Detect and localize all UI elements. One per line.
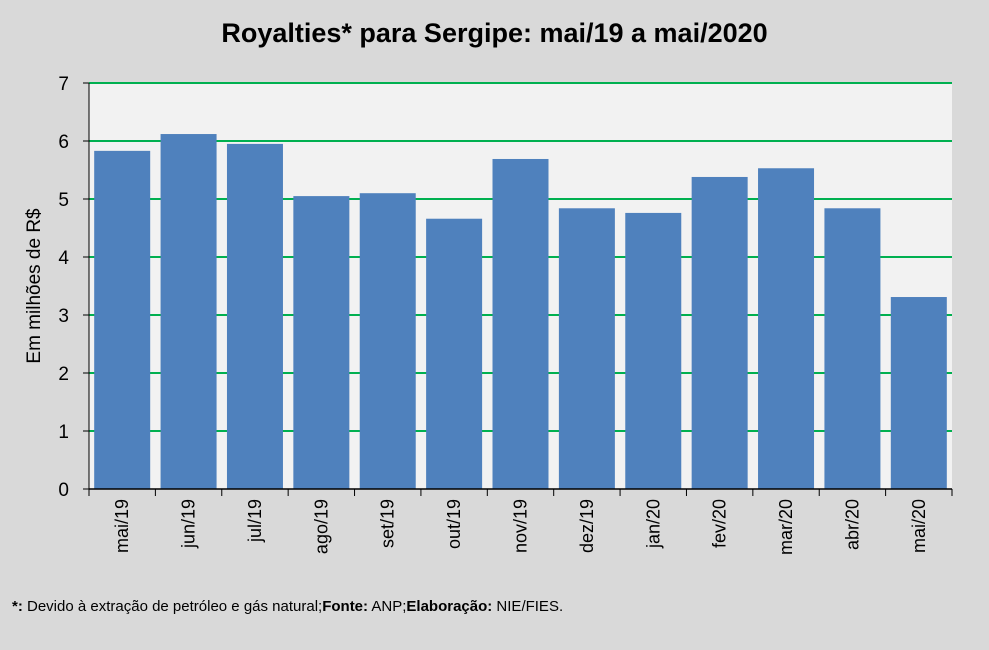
chart-title: Royalties* para Sergipe: mai/19 a mai/20… [221, 18, 768, 48]
footnote: *: Devido à extração de petróleo e gás n… [12, 598, 563, 615]
x-tick-label: mar/20 [776, 499, 796, 555]
bar-jul-19 [226, 143, 283, 489]
x-tick-label: set/19 [378, 499, 398, 548]
x-tick-label: jan/20 [643, 499, 663, 549]
bar-set-19 [359, 193, 416, 489]
bar-mai-20 [890, 297, 947, 489]
x-tick-label: jun/19 [179, 499, 199, 549]
x-tick-label: mai/20 [909, 499, 929, 553]
x-tick-label: ago/19 [311, 499, 331, 554]
x-tick-label: nov/19 [511, 499, 531, 553]
bar-jun-19 [160, 134, 217, 490]
footnote-text: Devido à extração de petróleo e gás natu… [22, 598, 323, 615]
x-tick-label: jul/19 [245, 499, 265, 543]
y-tick-label: 7 [58, 74, 69, 95]
x-tick-label: mai/19 [112, 499, 132, 553]
x-tick-label: dez/19 [577, 499, 597, 553]
bar-dez-19 [558, 208, 615, 489]
elaboration-label: Elaboração: [406, 598, 493, 615]
y-tick-label: 5 [58, 190, 69, 211]
x-tick-label: fev/20 [710, 499, 730, 548]
source-label: Fonte: [322, 598, 369, 615]
y-tick-label: 0 [58, 480, 69, 501]
source: ANP; [368, 598, 407, 615]
bar-mar-20 [758, 168, 815, 489]
y-tick-label: 4 [58, 248, 69, 269]
elaboration: NIE/FIES. [492, 598, 564, 615]
x-tick-label: out/19 [444, 499, 464, 549]
y-axis-label: Em milhões de R$ [24, 208, 45, 364]
bar-mai-19 [94, 150, 151, 490]
bar-nov-19 [492, 158, 549, 490]
x-tick-label: abr/20 [842, 499, 862, 550]
y-tick-label: 1 [58, 422, 69, 443]
bar-ago-19 [293, 196, 350, 489]
bar-out-19 [426, 218, 483, 489]
y-tick-label: 6 [58, 132, 69, 153]
y-tick-label: 3 [58, 306, 69, 327]
bar-abr-20 [824, 208, 881, 489]
y-tick-label: 2 [58, 364, 69, 385]
bar-jan-20 [625, 212, 682, 490]
bar-fev-20 [691, 176, 748, 489]
footnote-star: *: [12, 598, 23, 615]
